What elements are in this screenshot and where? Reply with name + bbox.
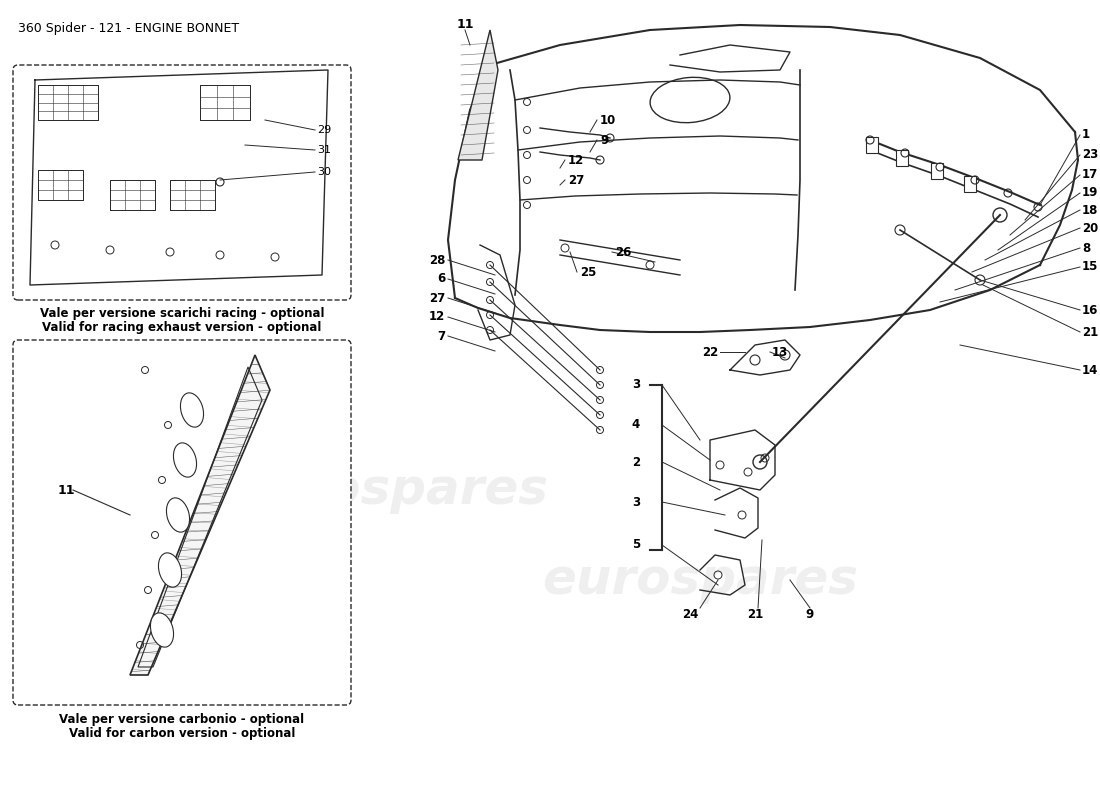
Text: 5: 5 (631, 538, 640, 551)
Text: 3: 3 (631, 378, 640, 391)
Text: 25: 25 (580, 266, 596, 278)
Bar (39, 85, 98, 120)
Text: 21: 21 (1082, 326, 1098, 338)
Text: 30: 30 (317, 167, 331, 177)
Text: 20: 20 (1082, 222, 1098, 234)
Text: 15: 15 (1082, 261, 1099, 274)
Text: 27: 27 (568, 174, 584, 186)
Text: 9: 9 (600, 134, 608, 146)
Text: 16: 16 (1082, 303, 1099, 317)
FancyBboxPatch shape (13, 65, 351, 300)
Ellipse shape (180, 393, 204, 427)
Polygon shape (458, 30, 498, 160)
Text: 360 Spider - 121 - ENGINE BONNET: 360 Spider - 121 - ENGINE BONNET (18, 22, 239, 35)
Bar (170, 180, 214, 210)
Text: Valid for racing exhaust version - optional: Valid for racing exhaust version - optio… (42, 321, 321, 334)
Text: Vale per versione carbonio - optional: Vale per versione carbonio - optional (59, 713, 305, 726)
Text: 11: 11 (58, 483, 76, 497)
Ellipse shape (151, 613, 174, 647)
Text: 17: 17 (1082, 169, 1098, 182)
Ellipse shape (174, 443, 197, 477)
Text: 29: 29 (317, 125, 331, 135)
Text: 28: 28 (429, 254, 446, 266)
Text: 6: 6 (437, 273, 446, 286)
Text: 8: 8 (1082, 242, 1090, 254)
Text: 24: 24 (682, 609, 698, 622)
Bar (931, 163, 943, 179)
Text: 19: 19 (1082, 186, 1099, 199)
Text: 4: 4 (631, 418, 640, 431)
Text: 27: 27 (429, 291, 446, 305)
Text: 23: 23 (1082, 149, 1098, 162)
Bar (896, 150, 907, 166)
Text: 14: 14 (1082, 363, 1099, 377)
Bar (200, 85, 250, 120)
Text: 13: 13 (772, 346, 789, 358)
Text: 12: 12 (429, 310, 446, 323)
Text: 10: 10 (600, 114, 616, 126)
Text: 22: 22 (702, 346, 718, 358)
Text: 2: 2 (631, 455, 640, 469)
Text: 1: 1 (1082, 129, 1090, 142)
Ellipse shape (166, 498, 189, 532)
Text: 26: 26 (615, 246, 631, 258)
Ellipse shape (158, 553, 182, 587)
Text: Vale per versione scarichi racing - optional: Vale per versione scarichi racing - opti… (40, 307, 324, 320)
Text: 21: 21 (747, 609, 763, 622)
Bar (866, 137, 878, 153)
Bar (39, 170, 82, 200)
Bar (110, 180, 155, 210)
Text: eurospares: eurospares (542, 556, 858, 604)
Text: 9: 9 (806, 609, 814, 622)
Text: 18: 18 (1082, 203, 1099, 217)
Text: eurospares: eurospares (232, 466, 548, 514)
Bar (964, 176, 976, 192)
Text: 3: 3 (631, 495, 640, 509)
Text: 31: 31 (317, 145, 331, 155)
FancyBboxPatch shape (13, 340, 351, 705)
Text: Valid for carbon version - optional: Valid for carbon version - optional (69, 727, 295, 740)
Polygon shape (130, 355, 270, 675)
Text: 12: 12 (568, 154, 584, 166)
Text: 11: 11 (456, 18, 474, 31)
Text: 7: 7 (437, 330, 446, 342)
